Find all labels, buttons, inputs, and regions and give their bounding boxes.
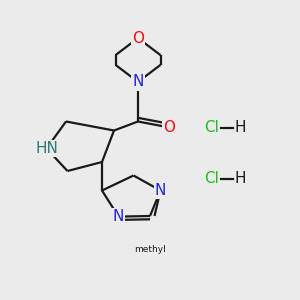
Text: O: O — [132, 31, 144, 46]
Text: methyl: methyl — [134, 244, 166, 253]
Text: Cl: Cl — [204, 120, 219, 135]
Text: H: H — [234, 171, 246, 186]
Text: N: N — [132, 74, 144, 89]
Text: N: N — [155, 183, 166, 198]
Text: O: O — [164, 120, 175, 135]
Text: Cl: Cl — [204, 171, 219, 186]
Text: N: N — [113, 209, 124, 224]
Text: H: H — [234, 120, 246, 135]
Text: HN: HN — [35, 141, 58, 156]
